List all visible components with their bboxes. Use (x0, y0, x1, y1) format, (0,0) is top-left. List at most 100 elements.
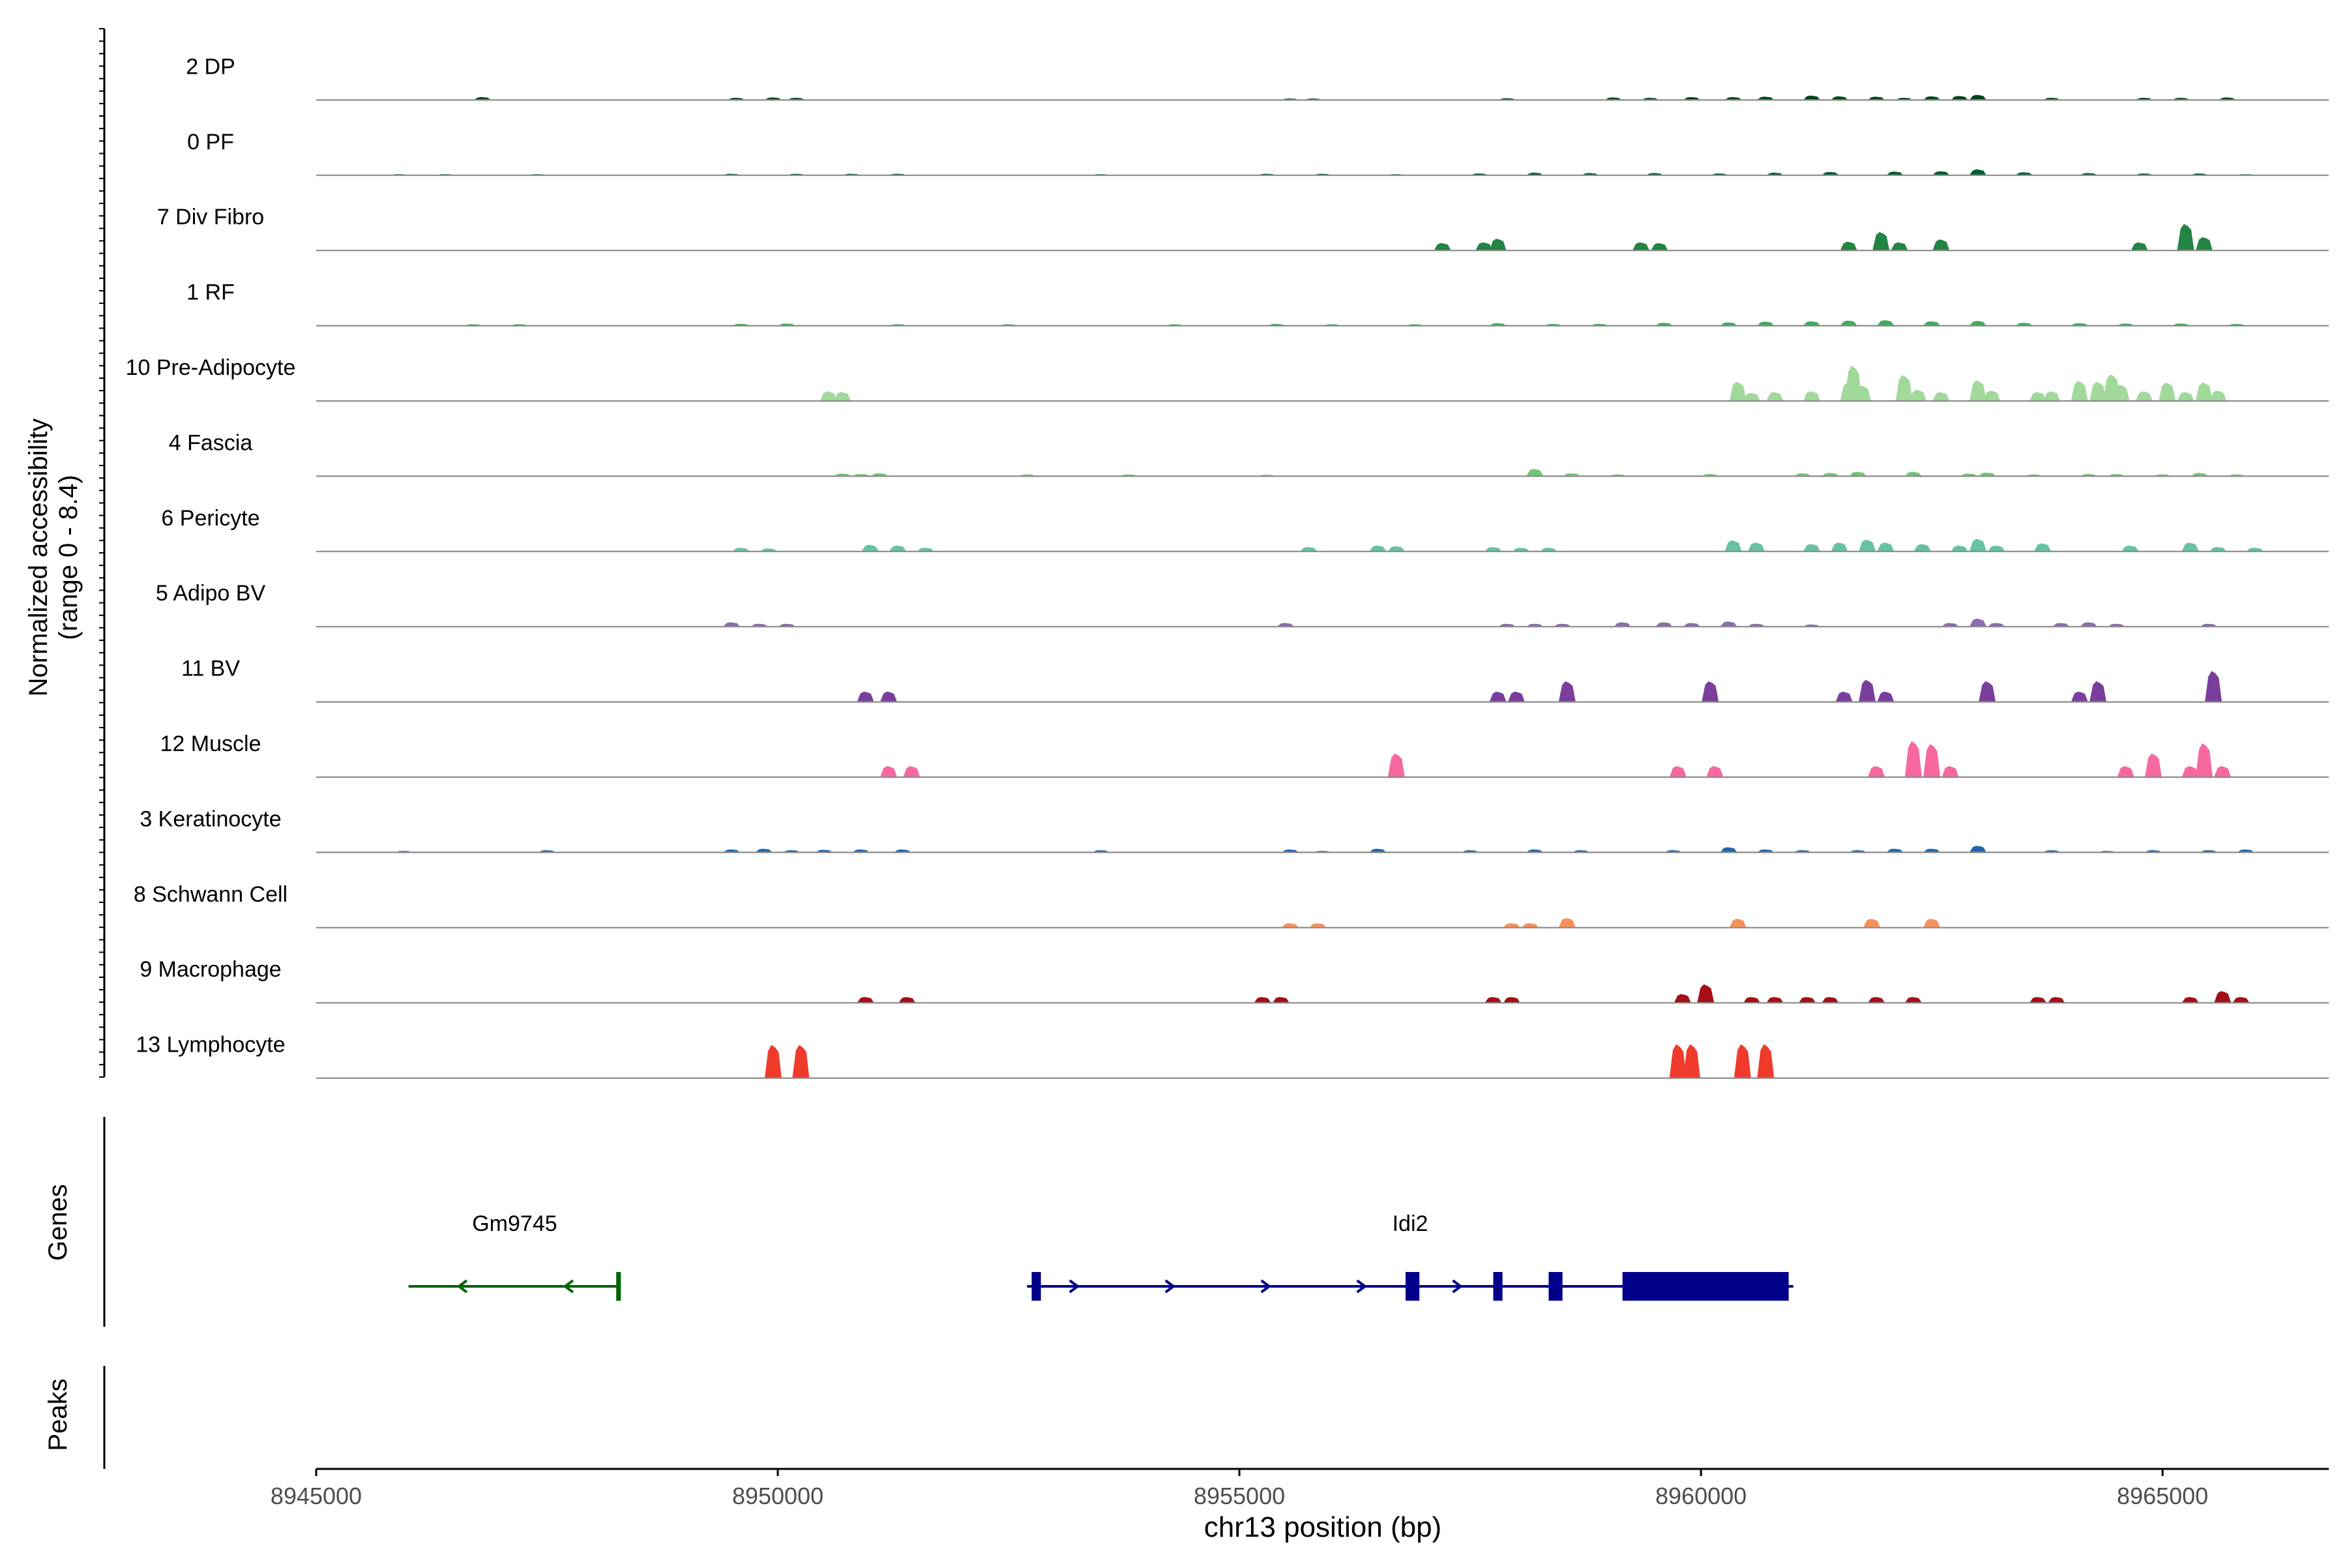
coverage-peak (750, 623, 768, 627)
coverage-peak (1988, 545, 2005, 552)
gene-exon (616, 1272, 621, 1301)
coverage-peak (1969, 321, 1986, 326)
coverage-peak (1803, 391, 1820, 401)
coverage-peak (1757, 96, 1775, 100)
coverage-peak (1798, 997, 1816, 1003)
coverage-peak (2029, 392, 2046, 401)
coverage-peak (1669, 766, 1687, 777)
coverage-peak (1859, 679, 1876, 702)
coverage-peak (1655, 323, 1673, 326)
coverage-peak (857, 997, 874, 1003)
coverage-peak (1503, 923, 1520, 928)
coverage-peak (1923, 919, 1941, 928)
coverage-peak (1849, 471, 1867, 477)
coverage-peak (1309, 923, 1327, 928)
coverage-peak (1489, 239, 1507, 251)
track-label: 13 Lymphocyte (136, 1033, 285, 1058)
coverage-peak (1831, 96, 1848, 100)
coverage-peak (473, 96, 491, 100)
track-label: 2 DP (186, 54, 235, 79)
coverage-peak (1983, 391, 2001, 401)
coverage-peak (1793, 473, 1811, 477)
coverage-peak (1803, 321, 1820, 326)
coverage-peak (2159, 382, 2176, 401)
coverage-peak (1895, 375, 1913, 401)
track-label: 7 Div Fibro (157, 205, 264, 229)
coverage-peak (1743, 392, 1760, 401)
coverage-peak (2181, 997, 2199, 1003)
coverage-peak (1300, 547, 1318, 552)
coverage-peak (1484, 997, 1502, 1003)
track-5: 10 Pre-Adipocyte (126, 355, 2329, 402)
coverage-peak (1674, 994, 1691, 1003)
track-3: 7 Div Fibro (157, 205, 2329, 252)
coverage-peak (1757, 321, 1775, 326)
coverage-peak (1923, 321, 1941, 326)
coverage-peak (1434, 243, 1451, 251)
coverage-peak (1724, 96, 1742, 100)
coverage-peak (1969, 169, 1986, 175)
coverage-peak (1720, 322, 1737, 326)
track-10: 12 Muscle (160, 732, 2329, 778)
coverage-peak (723, 622, 741, 627)
coverage-peak (2112, 385, 2130, 401)
coverage-tracks: 2 DP 0 PF 7 Div Fibro 1 RF 10 Pre-Adipocyte 4… (126, 54, 2329, 1079)
track-label: 6 Pericyte (161, 506, 259, 531)
coverage-peak (2177, 392, 2194, 401)
track-label: 12 Muscle (160, 732, 261, 756)
coverage-peak (1969, 380, 1986, 401)
coverage-peak (1281, 923, 1299, 928)
coverage-peak (2205, 671, 2222, 702)
coverage-peak (2135, 391, 2153, 401)
coverage-peak (2048, 997, 2065, 1003)
coverage-peak (1969, 539, 1986, 552)
coverage-peak (2214, 991, 2232, 1003)
track-2: 0 PF (187, 130, 2329, 176)
gene-exon (1548, 1272, 1563, 1301)
coverage-peak (1803, 95, 1820, 100)
coverage-peak (819, 391, 837, 401)
x-tick-label: 8950000 (732, 1483, 823, 1509)
gene-exon (1622, 1272, 1789, 1301)
coverage-peak (857, 691, 874, 702)
coverage-peak (1757, 1044, 1775, 1078)
coverage-peak (889, 545, 907, 552)
x-tick-label: 8960000 (1655, 1483, 1747, 1509)
coverage-peak (2195, 237, 2213, 251)
coverage-peak (1951, 96, 1968, 100)
coverage-peak (1853, 385, 1871, 401)
coverage-peak (1498, 623, 1516, 627)
coverage-peak (1868, 766, 1885, 777)
coverage-peak (2144, 753, 2162, 777)
coverage-peak (880, 766, 897, 777)
coverage-peak (1697, 984, 1715, 1003)
coverage-peak (1877, 691, 1895, 702)
coverage-peak (2200, 623, 2217, 627)
coverage-peak (2089, 381, 2106, 401)
coverage-peak (1868, 96, 1885, 100)
coverage-peak (2181, 542, 2199, 552)
axes: 8945000 8950000 8955000 8960000 8965000 (99, 28, 2329, 1509)
track-label: 11 BV (181, 657, 240, 681)
coverage-peak (1720, 621, 1737, 627)
coverage-peak (1951, 545, 1968, 552)
coverage-peak (1932, 171, 1950, 175)
coverage-peak (1840, 320, 1857, 326)
coverage-peak (1387, 546, 1405, 552)
coverage-peak (1651, 243, 1668, 251)
coverage-peak (1766, 997, 1784, 1003)
coverage-peak (1868, 997, 1885, 1003)
coverage-peak (2080, 622, 2097, 627)
strand-arrow (1452, 1279, 1463, 1294)
coverage-peak (1683, 96, 1700, 100)
coverage-peak (1614, 622, 1631, 627)
coverage-peak (1988, 623, 2005, 627)
coverage-peak (894, 849, 911, 853)
strand-arrow (563, 1279, 574, 1294)
coverage-peak (1886, 848, 1904, 853)
coverage-peak (1969, 618, 1986, 627)
coverage-peak (1281, 849, 1299, 853)
coverage-peak (861, 544, 879, 552)
coverage-peak (2117, 766, 2134, 777)
coverage-peak (1522, 923, 1539, 928)
